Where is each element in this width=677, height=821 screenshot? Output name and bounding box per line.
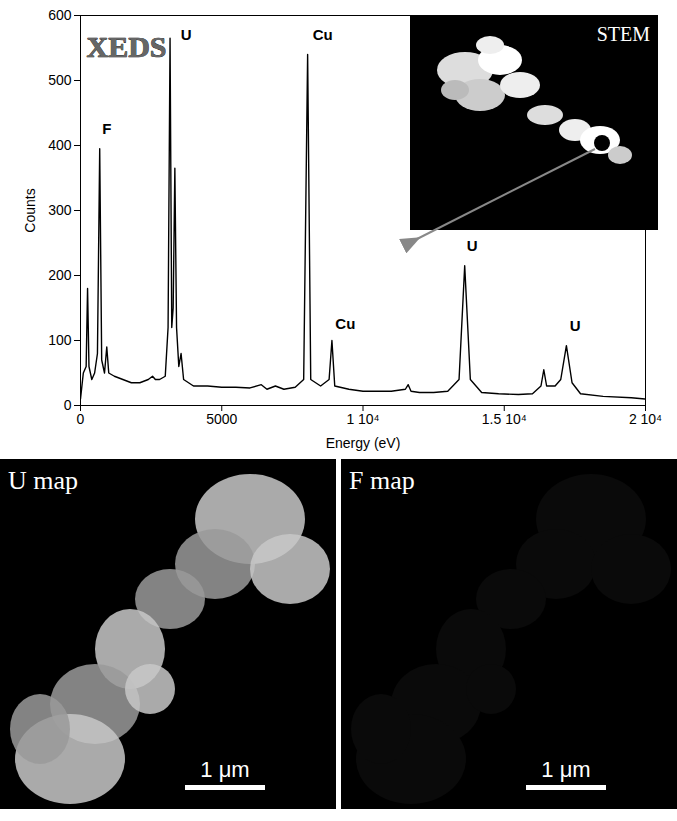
svg-text:400: 400 bbox=[48, 137, 72, 153]
svg-text:600: 600 bbox=[48, 7, 72, 23]
svg-text:300: 300 bbox=[48, 202, 72, 218]
svg-text:0: 0 bbox=[77, 411, 85, 427]
svg-text:Cu: Cu bbox=[335, 315, 355, 332]
svg-text:U: U bbox=[181, 26, 192, 43]
svg-text:1.5 10⁴: 1.5 10⁴ bbox=[482, 411, 527, 427]
svg-text:Energy (eV): Energy (eV) bbox=[326, 435, 401, 451]
svg-text:F: F bbox=[102, 120, 111, 137]
svg-text:Counts: Counts bbox=[22, 188, 38, 232]
svg-text:Cu: Cu bbox=[313, 26, 333, 43]
svg-text:2 10⁴: 2 10⁴ bbox=[629, 411, 662, 427]
svg-text:200: 200 bbox=[48, 267, 72, 283]
svg-text:U: U bbox=[570, 317, 581, 334]
svg-text:1 10⁴: 1 10⁴ bbox=[346, 411, 379, 427]
svg-text:XEDS: XEDS bbox=[87, 30, 167, 63]
svg-text:0: 0 bbox=[64, 397, 72, 413]
svg-text:U: U bbox=[467, 237, 478, 254]
svg-text:500: 500 bbox=[48, 72, 72, 88]
svg-text:U map: U map bbox=[8, 466, 78, 495]
svg-text:1 μm: 1 μm bbox=[200, 757, 249, 782]
svg-text:STEM: STEM bbox=[597, 23, 651, 45]
svg-text:1 μm: 1 μm bbox=[541, 757, 590, 782]
svg-text:5000: 5000 bbox=[206, 411, 237, 427]
svg-text:F map: F map bbox=[349, 466, 415, 495]
svg-text:100: 100 bbox=[48, 332, 72, 348]
